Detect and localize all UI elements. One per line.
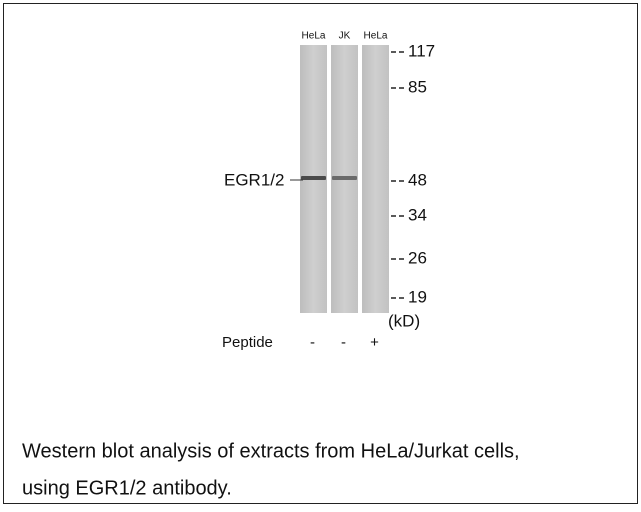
caption-line: Western blot analysis of extracts from H… bbox=[22, 440, 520, 462]
band-label: EGR1/2 bbox=[224, 170, 284, 189]
marker-label: 19 bbox=[408, 287, 427, 306]
peptide-sign: - bbox=[341, 334, 346, 351]
caption-line: using EGR1/2 antibody. bbox=[22, 477, 232, 499]
lane-label: JK bbox=[339, 31, 351, 42]
lane-label: HeLa bbox=[302, 31, 326, 42]
peptide-sign: - bbox=[310, 334, 315, 351]
unit-label: (kD) bbox=[388, 311, 420, 330]
peptide-label: Peptide bbox=[222, 334, 273, 351]
marker-label: 34 bbox=[408, 205, 427, 224]
blot bbox=[300, 45, 389, 313]
marker-label: 117 bbox=[408, 41, 435, 60]
band bbox=[301, 176, 326, 180]
lane-label: HeLa bbox=[364, 31, 388, 42]
lane bbox=[362, 45, 389, 313]
marker-label: 26 bbox=[408, 248, 427, 267]
peptide-sign: + bbox=[370, 334, 379, 351]
marker-label: 48 bbox=[408, 170, 427, 189]
marker-label: 85 bbox=[408, 77, 427, 96]
band bbox=[332, 176, 357, 180]
